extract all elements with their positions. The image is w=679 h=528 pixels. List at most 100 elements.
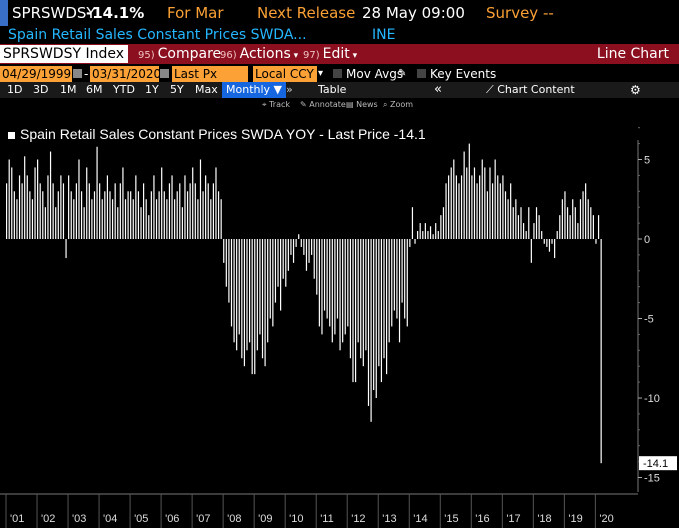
bar (34, 167, 36, 239)
ticker: SPRSWDSY (12, 4, 96, 22)
bar (548, 239, 551, 252)
period-5y[interactable]: 5Y (170, 83, 184, 96)
currency-select[interactable]: Local CCY (253, 66, 317, 82)
bar (117, 207, 119, 239)
bar (579, 199, 582, 239)
compare-button[interactable]: 95) Compare (138, 44, 221, 66)
mov-avgs-checkbox[interactable] (333, 69, 342, 78)
bar (254, 239, 256, 375)
news-tool[interactable]: ▤ News (346, 100, 378, 109)
bar (409, 239, 411, 247)
edit-button[interactable]: 97) Edit ▾ (303, 44, 357, 66)
x-tick-label: '06 (165, 513, 179, 525)
bar (564, 191, 566, 239)
bar (124, 199, 127, 239)
period-6m[interactable]: 6M (86, 83, 103, 96)
bar (523, 223, 525, 239)
x-tick-label: '01 (10, 513, 24, 525)
bar (424, 223, 426, 239)
pencil-icon[interactable]: ✎ (398, 68, 407, 79)
period-1d[interactable]: 1D (7, 83, 23, 96)
calendar-icon[interactable] (73, 69, 82, 78)
bar (21, 183, 23, 239)
bar (466, 167, 468, 239)
bar (455, 175, 457, 239)
bar (396, 239, 398, 319)
security-name[interactable]: Spain Retail Sales Constant Prices SWDA.… (8, 27, 307, 43)
bar (512, 207, 514, 239)
period-1y[interactable]: 1Y (145, 83, 159, 96)
table-button[interactable]: Table (318, 83, 347, 96)
annotate-tool[interactable]: ✎ Annotate (300, 100, 346, 109)
bar (600, 239, 602, 464)
key-events-checkbox[interactable] (417, 69, 426, 78)
bar (166, 199, 168, 239)
actions-button[interactable]: 96) Actions ▾ (220, 44, 298, 66)
bar (491, 183, 494, 239)
chart-type[interactable]: Line Chart (596, 46, 669, 62)
bar (554, 239, 556, 259)
bar (313, 239, 315, 279)
field-select[interactable]: Last Px (172, 66, 248, 82)
x-tick-label: '12 (351, 513, 365, 525)
start-date-input[interactable]: 04/29/1999 (0, 66, 72, 82)
bar (582, 191, 584, 239)
y-tick-label: 0 (644, 234, 650, 246)
period-ytd[interactable]: YTD (113, 83, 135, 96)
chart-content-button[interactable]: ⟋ Chart Content (486, 83, 575, 96)
bar (590, 207, 592, 239)
bar (11, 167, 13, 239)
bar (321, 239, 323, 335)
chevron-down-icon[interactable]: ▾ (318, 68, 324, 79)
end-date-input[interactable]: 03/31/2020 (90, 66, 162, 82)
source-link[interactable]: INE (372, 27, 396, 43)
bar (378, 239, 380, 367)
yoy-bar-chart[interactable]: Spain Retail Sales Constant Prices SWDA … (0, 112, 679, 528)
bar (290, 239, 292, 255)
period-3d[interactable]: 3D (33, 83, 49, 96)
bar (458, 183, 460, 239)
bar (80, 191, 83, 239)
bar (122, 167, 124, 239)
bar (174, 199, 176, 239)
bar (303, 239, 305, 255)
bar (259, 239, 261, 335)
frequency-select[interactable]: Monthly ▼ (222, 82, 287, 98)
zoom-tool[interactable]: ⌕ Zoom (383, 100, 414, 109)
bar (31, 199, 34, 239)
bar (153, 175, 155, 239)
bar (243, 239, 246, 367)
bar (26, 175, 28, 239)
x-tick-label: '20 (599, 513, 613, 525)
bar (47, 175, 49, 239)
bar (280, 239, 282, 311)
x-tick-label: '04 (103, 513, 117, 525)
bar (106, 175, 109, 239)
bar (352, 239, 354, 383)
period-1m[interactable]: 1M (60, 83, 77, 96)
bar (264, 239, 266, 367)
calendar-icon[interactable] (160, 69, 169, 78)
security-description: Spain Retail Sales Constant Prices SWDA.… (0, 26, 679, 44)
track-tool[interactable]: ⌖ Track (262, 100, 290, 109)
bar (285, 239, 287, 287)
period-max[interactable]: Max (195, 83, 218, 96)
bar (311, 239, 313, 255)
x-tick-label: '08 (227, 513, 241, 525)
bar (238, 239, 240, 335)
bar (339, 239, 341, 351)
gear-icon[interactable]: ⚙ (630, 83, 641, 97)
x-tick-label: '18 (537, 513, 551, 525)
collapse-icon[interactable]: « (434, 82, 442, 97)
bar (189, 183, 191, 239)
key-events-label: Key Events (430, 67, 497, 81)
chevron-down-icon: ▾ (290, 51, 299, 61)
bar (298, 234, 300, 239)
bar (587, 199, 589, 239)
bar (210, 199, 212, 239)
bar (282, 239, 284, 279)
index-label[interactable]: SPRSWDSY Index (0, 45, 128, 63)
edit-number: 97) (303, 50, 320, 61)
chart-tools: ⌖ Track ✎ Annotate ▤ News ⌕ Zoom (0, 99, 679, 110)
bar (119, 183, 121, 239)
